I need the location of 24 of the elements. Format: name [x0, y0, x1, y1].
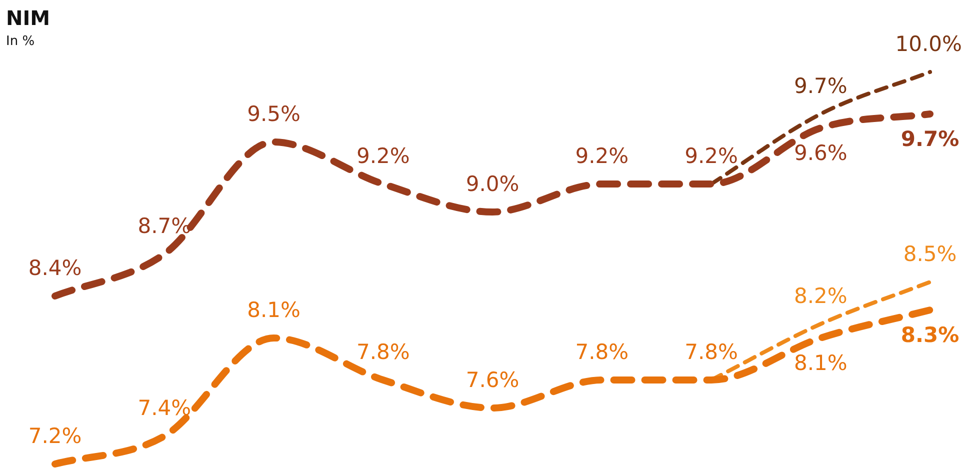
data-label: 8.1%: [247, 298, 300, 322]
data-label: 9.2%: [356, 144, 410, 168]
data-label: 7.4%: [138, 396, 192, 420]
data-label: 9.5%: [247, 102, 300, 126]
data-label: 8.3%: [900, 322, 960, 347]
data-label: 9.0%: [466, 172, 520, 196]
chart-subtitle: In %: [6, 34, 35, 49]
data-label: 7.8%: [684, 340, 738, 364]
data-label: 7.6%: [466, 368, 520, 392]
data-label: 8.2%: [794, 284, 848, 308]
data-label: 9.7%: [794, 74, 848, 98]
chart-title: NIM: [6, 6, 50, 30]
data-label: 8.5%: [903, 242, 957, 266]
data-label: 9.2%: [684, 144, 738, 168]
data-label: 7.2%: [28, 424, 82, 448]
data-label: 8.4%: [28, 256, 82, 280]
data-label: 10.0%: [895, 32, 962, 56]
data-label: 7.8%: [575, 340, 629, 364]
data-label: 8.7%: [138, 214, 192, 238]
data-label: 9.6%: [794, 140, 848, 165]
data-label: 9.2%: [575, 144, 629, 168]
data-label: 9.7%: [900, 126, 960, 151]
data-label: 8.1%: [794, 350, 848, 375]
data-label: 7.8%: [356, 340, 410, 364]
